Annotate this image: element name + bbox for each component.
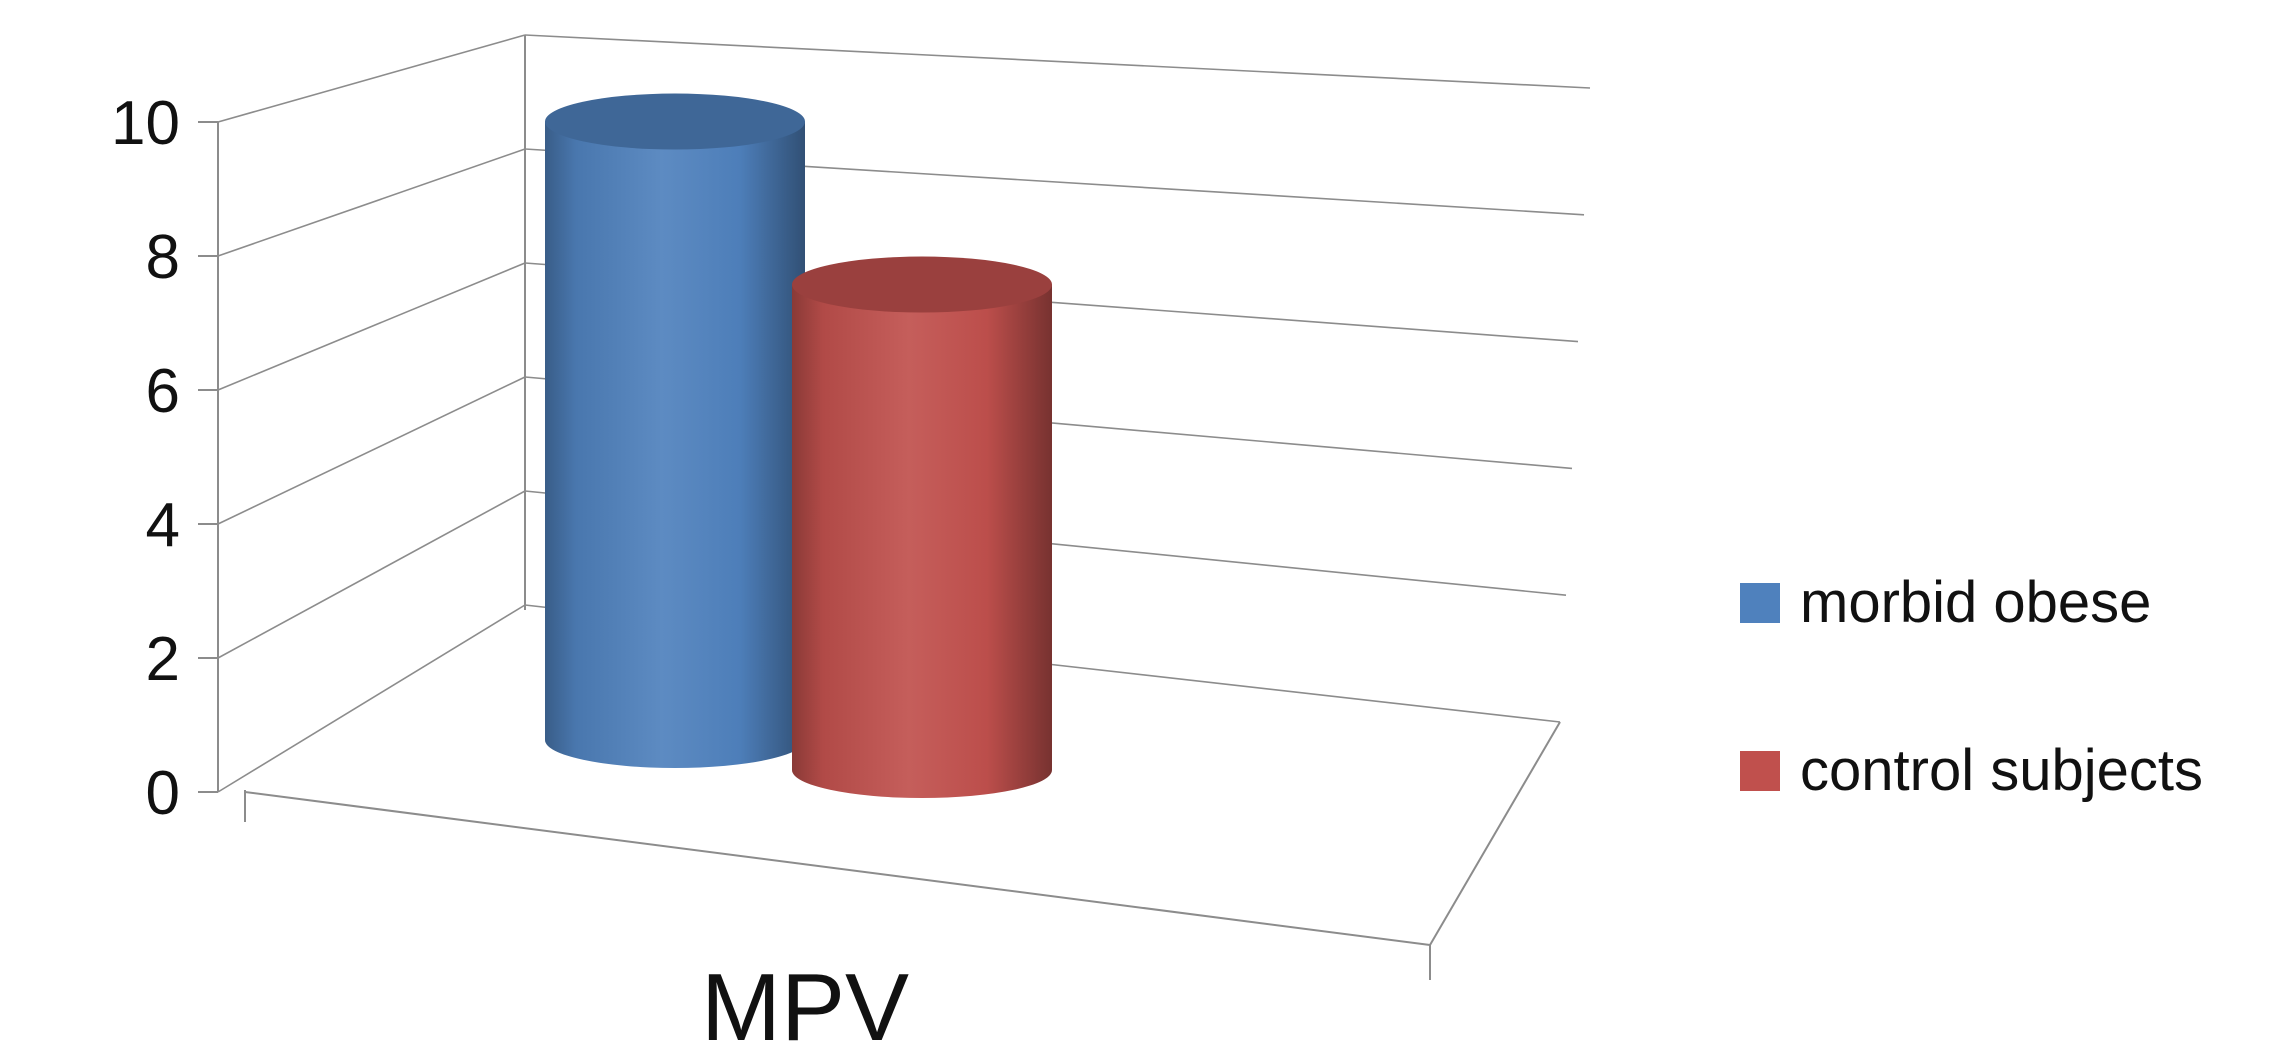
- y-tick-label: 8: [146, 223, 180, 292]
- chart-walls: [217, 35, 1561, 980]
- legend-item: control subjects: [1740, 738, 2203, 803]
- gridline-left-4: [217, 376, 526, 525]
- cylinder-top: [545, 93, 805, 150]
- floor-right-edge: [1429, 721, 1561, 946]
- gridline-left-2: [217, 490, 526, 659]
- gridline-left-6: [217, 262, 526, 391]
- x-category-label: MPV: [701, 954, 909, 1049]
- y-tick-label: 0: [146, 759, 180, 828]
- floor-front-edge: [244, 791, 1431, 946]
- bar-control-subjects: [792, 256, 1052, 798]
- bar-morbid-obese: [545, 93, 805, 769]
- cylinder-top: [792, 256, 1052, 313]
- gridline-left-10: [217, 34, 526, 123]
- legend-swatch: [1740, 751, 1780, 791]
- y-tick-label: 2: [146, 625, 180, 694]
- cylinder-body: [792, 284, 1052, 798]
- legend: morbid obese control subjects: [1740, 570, 2203, 803]
- gridline-back-10: [524, 34, 1591, 89]
- y-tick-label: 6: [146, 357, 180, 426]
- legend-swatch: [1740, 583, 1780, 623]
- gridline-left-0: [217, 604, 526, 793]
- gridline-left-8: [217, 148, 526, 257]
- y-tick-label: 10: [111, 89, 180, 158]
- legend-label: morbid obese: [1800, 570, 2151, 635]
- y-axis: 0 2 4 6 8 10: [111, 89, 218, 828]
- y-tick-label: 4: [146, 491, 180, 560]
- cylinder-body: [545, 121, 805, 769]
- legend-label: control subjects: [1800, 738, 2203, 803]
- legend-item: morbid obese: [1740, 570, 2151, 635]
- chart-bars: [545, 93, 1052, 798]
- x-axis: MPV: [701, 954, 909, 1049]
